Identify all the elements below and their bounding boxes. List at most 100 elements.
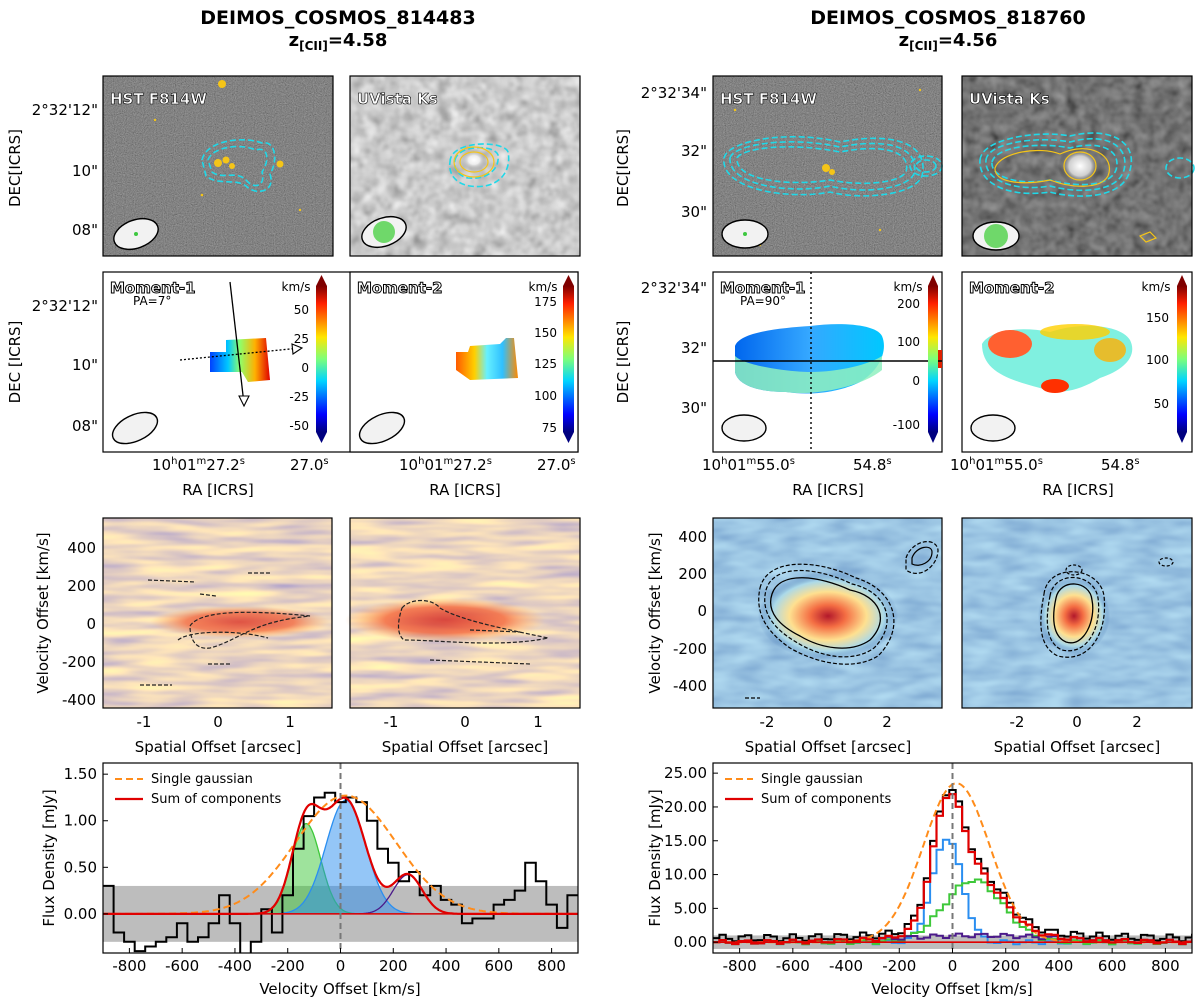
svg-text:200: 200 bbox=[897, 297, 920, 311]
flux-axis-label: Flux Density [mJy] bbox=[646, 789, 664, 926]
svg-text:150: 150 bbox=[1146, 311, 1169, 325]
x-tick-label: 600 bbox=[1098, 957, 1127, 975]
contour bbox=[979, 132, 1133, 197]
svg-text:32": 32" bbox=[681, 339, 707, 357]
svg-text:0: 0 bbox=[823, 713, 833, 731]
sum-components bbox=[713, 793, 1192, 946]
spatial-axis-labels: Spatial Offset [arcsec] Spatial Offset [… bbox=[135, 738, 1161, 756]
dec-ticks-right: 2°32'34" 32" 30" 2°32'34" 32" 30" bbox=[641, 84, 707, 417]
ra-tick: 10h01m27.2s bbox=[399, 456, 492, 474]
colorbar-ticks: 50 25 0 -25 -50 bbox=[289, 303, 309, 433]
contour bbox=[991, 144, 1118, 186]
ra-tick: 54.8s bbox=[1101, 456, 1140, 474]
x-tick-label: 200 bbox=[991, 957, 1020, 975]
svg-text:-50: -50 bbox=[289, 419, 309, 433]
x-tick-label: 800 bbox=[537, 957, 566, 975]
colorbar-ticks: 175 150 125 100 75 bbox=[534, 295, 557, 435]
x-tick-label: -200 bbox=[271, 957, 305, 975]
svg-text:-25: -25 bbox=[289, 390, 309, 404]
ra-axis-labels: RA [ICRS] RA [ICRS] RA [ICRS] RA [ICRS] bbox=[182, 481, 1113, 499]
svg-text:Spatial Offset [arcsec]: Spatial Offset [arcsec] bbox=[135, 738, 302, 756]
svg-text:1: 1 bbox=[533, 713, 543, 731]
svg-text:0: 0 bbox=[460, 713, 470, 731]
svg-text:400: 400 bbox=[67, 539, 96, 557]
y-tick-label: 20.00 bbox=[664, 798, 707, 816]
svg-text:Spatial Offset [arcsec]: Spatial Offset [arcsec] bbox=[382, 738, 549, 756]
contour bbox=[723, 136, 924, 197]
psf-circle bbox=[134, 232, 138, 236]
legend: Single gaussian Sum of components bbox=[725, 772, 891, 807]
svg-text:-200: -200 bbox=[673, 640, 707, 658]
velocity-field bbox=[210, 338, 270, 382]
svg-text:2°32'34": 2°32'34" bbox=[641, 84, 707, 102]
label-hst: HST F814W bbox=[110, 90, 207, 108]
svg-text:0: 0 bbox=[912, 374, 920, 388]
legend-label-sum: Sum of components bbox=[151, 792, 281, 807]
y-tick-label: 1.50 bbox=[64, 765, 97, 783]
pa-label: PA=7° bbox=[133, 294, 171, 308]
svg-text:PA=90°: PA=90° bbox=[740, 294, 786, 308]
contour bbox=[207, 145, 268, 187]
dec-axis-label: DEC[ICRS] bbox=[614, 129, 632, 207]
legend: Single gaussian Sum of components bbox=[115, 772, 281, 807]
svg-text:-200: -200 bbox=[62, 653, 96, 671]
x-tick-label: 0 bbox=[948, 957, 958, 975]
pv-yticks-left: 400 200 0 -200 -400 bbox=[62, 539, 96, 709]
svg-text:50: 50 bbox=[294, 303, 309, 317]
ra-tick: 27.0s bbox=[290, 456, 329, 474]
redshift-left: z[CII]=4.58 bbox=[289, 30, 388, 53]
legend-label-sum: Sum of components bbox=[761, 792, 891, 807]
svg-text:400: 400 bbox=[678, 528, 707, 546]
title-right: DEIMOS_COSMOS_818760 z[CII]=4.56 bbox=[810, 7, 1085, 53]
svg-text:30": 30" bbox=[681, 399, 707, 417]
label-moment2: Moment-2 bbox=[357, 279, 443, 297]
svg-text:-400: -400 bbox=[62, 691, 96, 709]
x-tick-label: -800 bbox=[723, 957, 757, 975]
label-moment1: Moment-1 bbox=[720, 279, 806, 297]
panel-uvista-right: UVista Ks bbox=[961, 75, 1195, 257]
svg-text:150: 150 bbox=[534, 326, 557, 340]
contour bbox=[985, 137, 1126, 192]
svg-text:RA [ICRS]: RA [ICRS] bbox=[792, 481, 863, 499]
svg-text:km/s: km/s bbox=[529, 280, 558, 294]
y-tick-label: 1.00 bbox=[64, 812, 97, 830]
x-tick-label: -200 bbox=[882, 957, 916, 975]
ra-tick: 54.8s bbox=[853, 456, 892, 474]
svg-text:75: 75 bbox=[542, 421, 557, 435]
svg-text:50: 50 bbox=[1154, 397, 1169, 411]
svg-text:-100: -100 bbox=[893, 418, 920, 432]
panel-moment1-right: Moment-1 PA=90° km/s 200 100 0 -100 bbox=[712, 271, 943, 453]
source-name-left: DEIMOS_COSMOS_814483 bbox=[200, 7, 475, 29]
dispersion-map bbox=[456, 338, 518, 380]
svg-text:0: 0 bbox=[1072, 713, 1082, 731]
svg-text:RA [ICRS]: RA [ICRS] bbox=[182, 481, 253, 499]
yellow-contours bbox=[128, 80, 302, 242]
svg-text:100: 100 bbox=[897, 335, 920, 349]
source-core bbox=[460, 149, 488, 171]
svg-text:km/s: km/s bbox=[894, 280, 923, 294]
flux-axis-label: Flux Density [mJy] bbox=[40, 789, 58, 926]
svg-text:0: 0 bbox=[213, 713, 223, 731]
legend-label-single: Single gaussian bbox=[151, 772, 253, 787]
velocity-axis-label: Velocity Offset [km/s] bbox=[646, 532, 664, 693]
velocity-axis-label-spec: Velocity Offset [km/s] bbox=[259, 980, 420, 998]
contour bbox=[736, 146, 908, 185]
pv-left-1 bbox=[102, 517, 333, 709]
y-tick-label: 25.00 bbox=[664, 764, 707, 782]
ra-ticks: 10h01m27.2s 27.0s 10h01m27.2s 27.0s 10h0… bbox=[152, 456, 1140, 474]
svg-text:25: 25 bbox=[294, 332, 309, 346]
x-tick-label: 800 bbox=[1151, 957, 1180, 975]
x-tick-label: -400 bbox=[218, 957, 252, 975]
svg-text:08": 08" bbox=[72, 417, 98, 435]
svg-text:km/s: km/s bbox=[1142, 280, 1171, 294]
pv-right-1 bbox=[712, 517, 943, 709]
svg-text:200: 200 bbox=[67, 577, 96, 595]
psf-circle bbox=[743, 232, 747, 236]
y-tick-label: 15.00 bbox=[664, 832, 707, 850]
x-tick-label: 0 bbox=[336, 957, 346, 975]
x-tick-label: 200 bbox=[379, 957, 408, 975]
svg-text:30": 30" bbox=[681, 203, 707, 221]
pv-right-2 bbox=[961, 517, 1193, 709]
contour bbox=[201, 139, 276, 193]
